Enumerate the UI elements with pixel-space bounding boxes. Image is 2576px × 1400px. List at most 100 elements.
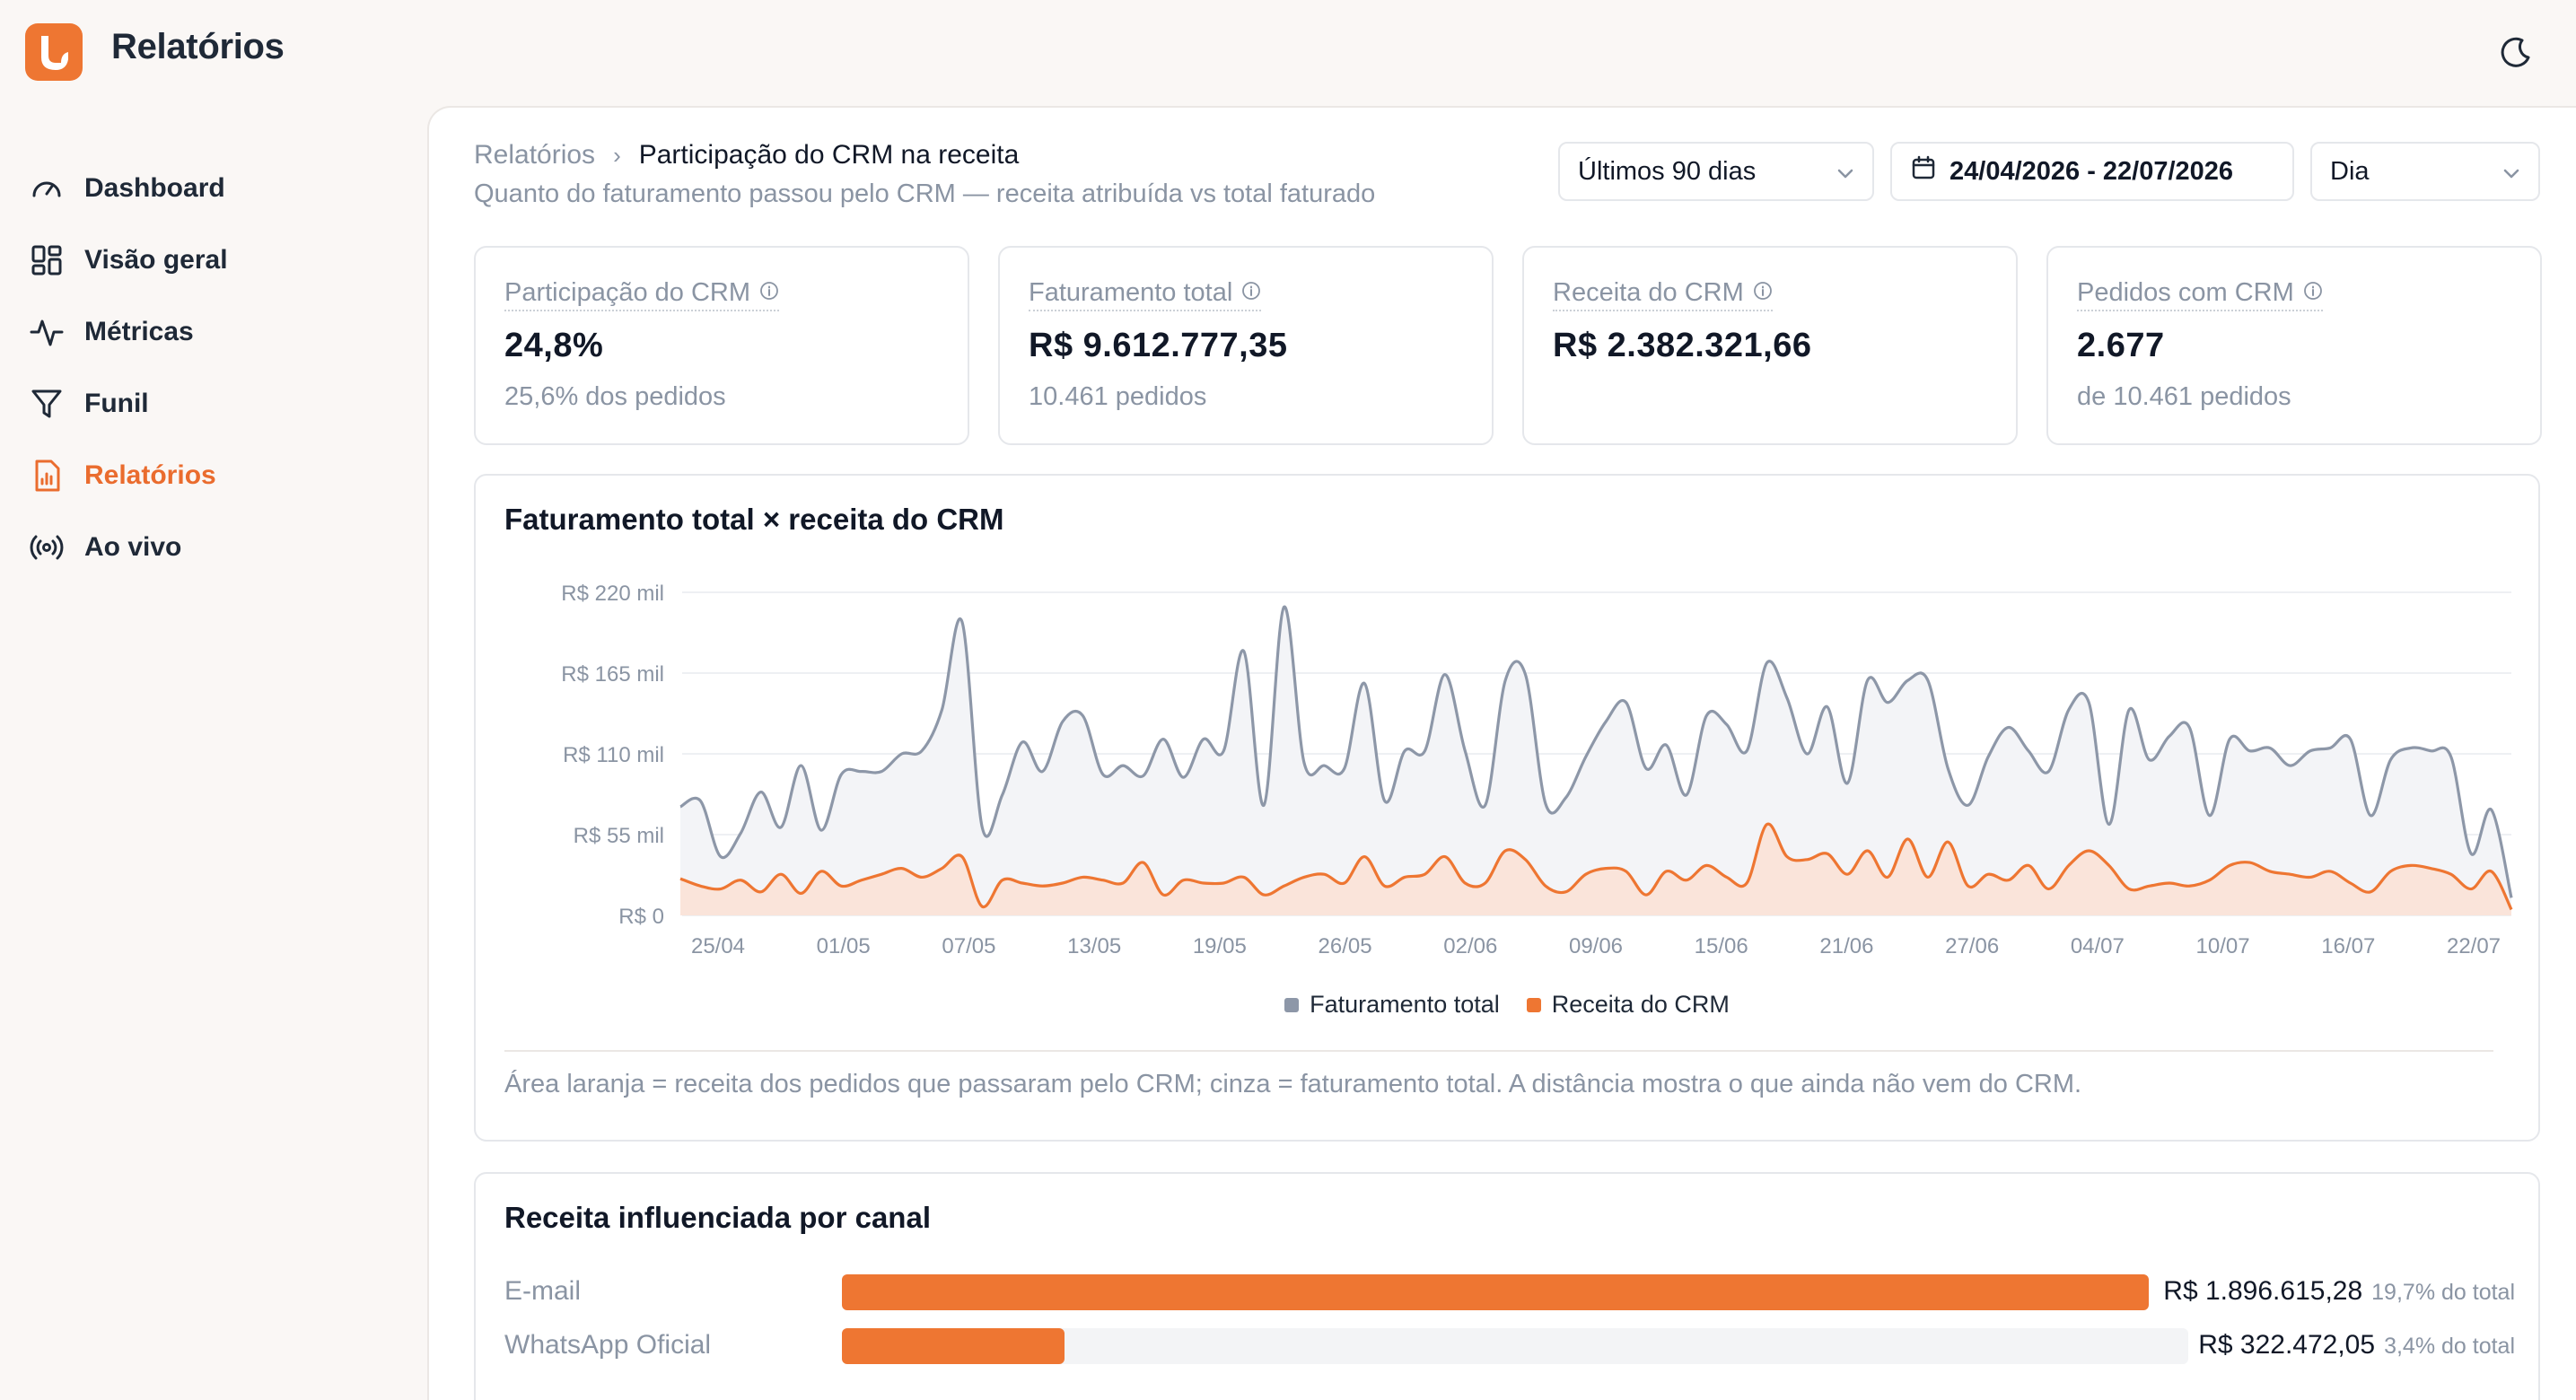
kpi-label[interactable]: Receita do CRM — [1553, 278, 1773, 311]
y-tick-label: R$ 165 mil — [561, 662, 664, 687]
x-tick-label: 02/06 — [1443, 934, 1497, 958]
date-range-picker[interactable]: 24/04/2026 - 22/07/2026 — [1890, 142, 2294, 201]
channel-pct: 3,4% do total — [2384, 1334, 2515, 1359]
channel-bar-track — [842, 1328, 2188, 1364]
x-tick-label: 15/06 — [1695, 934, 1748, 958]
layout-grid-icon — [27, 241, 66, 280]
app-logo[interactable] — [25, 23, 83, 81]
chart-legend: Faturamento total Receita do CRM — [476, 991, 2538, 1019]
legend-item-faturamento[interactable]: Faturamento total — [1284, 991, 1500, 1019]
info-icon[interactable] — [1241, 278, 1261, 308]
app-title: Relatórios — [111, 27, 285, 66]
x-tick-label: 10/07 — [2196, 934, 2250, 958]
y-tick-label: R$ 0 — [618, 905, 664, 929]
date-range-value: 24/04/2026 - 22/07/2026 — [1950, 156, 2234, 186]
channel-value-text: R$ 322.472,05 — [2198, 1330, 2376, 1360]
kpi-card-participacao: Participação do CRM 24,8% 25,6% dos pedi… — [474, 246, 969, 445]
sidebar-item-visao-geral[interactable]: Visão geral — [27, 235, 404, 285]
y-tick-label: R$ 110 mil — [563, 743, 664, 767]
kpi-value: R$ 2.382.321,66 — [1553, 327, 1812, 364]
channel-row-email[interactable]: E-mail R$ 1.896.615,28 19,7% do total — [504, 1273, 2515, 1312]
channel-pct: 19,7% do total — [2371, 1280, 2515, 1305]
sidebar-item-label: Visão geral — [84, 245, 228, 275]
sidebar-item-metricas[interactable]: Métricas — [27, 307, 404, 357]
x-tick-label: 16/07 — [2321, 934, 2375, 958]
kpi-label-text: Participação do CRM — [504, 278, 750, 307]
channel-revenue-card: Receita influenciada por canal E-mail R$… — [474, 1172, 2540, 1400]
kpi-label-text: Faturamento total — [1029, 278, 1233, 307]
moon-icon — [2501, 37, 2530, 67]
sidebar-item-ao-vivo[interactable]: Ao vivo — [27, 522, 404, 573]
kpi-card-faturamento: Faturamento total R$ 9.612.777,35 10.461… — [998, 246, 1494, 445]
calendar-icon — [1910, 154, 1937, 188]
sidebar-item-label: Dashboard — [84, 173, 225, 203]
info-icon[interactable] — [759, 278, 779, 308]
kpi-label-text: Receita do CRM — [1553, 278, 1744, 307]
kpi-label-text: Pedidos com CRM — [2077, 278, 2294, 307]
channel-value: R$ 322.472,05 3,4% do total — [2198, 1330, 2515, 1361]
granularity-select[interactable]: Dia — [2310, 142, 2540, 201]
sidebar-item-dashboard[interactable]: Dashboard — [27, 163, 404, 214]
x-tick-label: 25/04 — [691, 934, 745, 958]
kpi-sub: 10.461 pedidos — [1029, 382, 1207, 411]
file-chart-icon — [27, 456, 66, 495]
x-tick-label: 26/05 — [1319, 934, 1372, 958]
kpi-value: 2.677 — [2077, 327, 2165, 364]
x-tick-label: 01/05 — [817, 934, 871, 958]
series-area-receita-crm — [680, 824, 2511, 915]
series-area-faturamento-total — [680, 607, 2511, 915]
y-tick-label: R$ 220 mil — [561, 582, 664, 606]
broadcast-icon — [27, 528, 66, 567]
kpi-label[interactable]: Participação do CRM — [504, 278, 779, 311]
info-icon[interactable] — [1753, 278, 1773, 308]
channel-bar-track — [842, 1274, 2149, 1310]
chevron-down-icon — [2501, 162, 2522, 191]
breadcrumb: Relatórios › Participação do CRM na rece… — [474, 140, 1019, 171]
sidebar-item-label: Métricas — [84, 317, 194, 346]
chart-footnote: Área laranja = receita dos pedidos que p… — [504, 1050, 2493, 1099]
granularity-select-value: Dia — [2330, 156, 2370, 186]
sidebar-item-label: Relatórios — [84, 460, 216, 490]
chevron-down-icon — [1835, 162, 1856, 191]
x-tick-label: 13/05 — [1067, 934, 1121, 958]
channel-value-text: R$ 1.896.615,28 — [2163, 1276, 2363, 1306]
kpi-label[interactable]: Faturamento total — [1029, 278, 1262, 311]
x-tick-label: 04/07 — [2071, 934, 2125, 958]
kpi-sub: de 10.461 pedidos — [2077, 382, 2291, 411]
x-tick-label: 22/07 — [2447, 934, 2501, 958]
kpi-value: 24,8% — [504, 327, 604, 364]
kpi-label[interactable]: Pedidos com CRM — [2077, 278, 2323, 311]
channel-label: WhatsApp Oficial — [504, 1330, 712, 1360]
activity-icon — [27, 312, 66, 352]
revenue-area-chart[interactable]: R$ 0 R$ 55 mil R$ 110 mil R$ 165 mil R$ 220 … — [476, 476, 2542, 1014]
breadcrumb-root-link[interactable]: Relatórios — [474, 140, 596, 170]
y-tick-label: R$ 55 mil — [574, 824, 664, 848]
page-subtitle: Quanto do faturamento passou pelo CRM — … — [474, 179, 1376, 208]
info-icon[interactable] — [2303, 278, 2323, 308]
series-line-faturamento-total — [679, 605, 2513, 898]
sidebar-item-funil[interactable]: Funil — [27, 379, 404, 429]
legend-swatch — [1284, 997, 1300, 1012]
period-select[interactable]: Últimos 90 dias — [1558, 142, 1874, 201]
channel-label: E-mail — [504, 1276, 582, 1306]
channel-value: R$ 1.896.615,28 19,7% do total — [2163, 1276, 2515, 1307]
kpi-sub: 25,6% dos pedidos — [504, 382, 726, 411]
theme-toggle-button[interactable] — [2495, 32, 2537, 74]
legend-label: Faturamento total — [1310, 991, 1500, 1018]
page-title: Participação do CRM na receita — [638, 140, 1020, 170]
legend-swatch — [1526, 997, 1541, 1012]
channel-row-whatsapp[interactable]: WhatsApp Oficial R$ 322.472,05 3,4% do to… — [504, 1326, 2515, 1366]
x-tick-label: 07/05 — [942, 934, 995, 958]
legend-item-receita-crm[interactable]: Receita do CRM — [1526, 991, 1730, 1019]
channel-bar-fill — [842, 1274, 2149, 1310]
x-tick-label: 27/06 — [1945, 934, 1999, 958]
gauge-icon — [27, 169, 66, 208]
top-bar: Relatórios — [0, 0, 2576, 106]
main-panel: Relatórios › Participação do CRM na rece… — [427, 106, 2576, 1400]
kpi-card-receita-crm: Receita do CRM R$ 2.382.321,66 — [1522, 246, 2018, 445]
period-select-value: Últimos 90 dias — [1578, 156, 1757, 186]
chevron-right-icon: › — [613, 141, 621, 169]
sidebar-item-label: Ao vivo — [84, 532, 182, 562]
sidebar-item-relatorios[interactable]: Relatórios — [27, 451, 404, 501]
